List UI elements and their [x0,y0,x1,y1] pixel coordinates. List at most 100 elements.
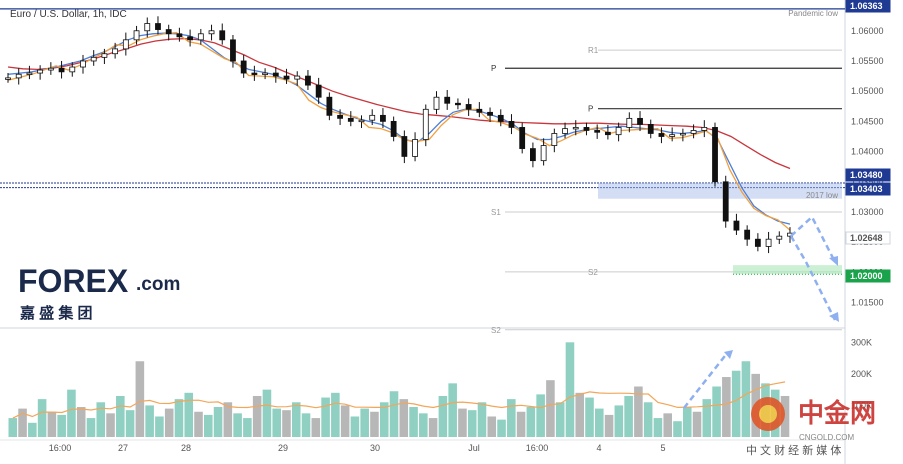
volume-bar [516,411,526,437]
volume-tick-label: 300K [851,337,872,347]
volume-bar [702,399,712,437]
candle-body [519,127,526,149]
candle-body [712,127,718,183]
cngold-slogan: 中 文 财 经 新 媒 体 [746,443,841,457]
candle-body [765,238,772,247]
volume-bar [643,402,653,437]
volume-bar [692,411,702,437]
volume-bar [487,416,497,437]
volume-bar [57,414,66,437]
volume-bar [145,405,154,437]
x-tick-label: Jul [468,443,480,453]
forex-logo-chinese: 嘉 盛 集 团 [19,304,93,322]
candle-body [337,114,343,119]
projection-arrows [789,214,839,322]
price-tag-label: 1.03480 [850,170,883,180]
candle-body [508,120,515,128]
candle-body [37,69,44,74]
volume-bar [379,402,389,437]
candle-body [305,75,311,86]
candlesticks [5,16,793,254]
volume-average-line [12,381,786,419]
volume-bar [780,395,790,437]
zone-2017-low [598,183,842,199]
volume-bar [8,418,18,437]
volume-bar [722,377,731,437]
x-tick-label: 16:00 [526,443,549,453]
projection-path-lower [789,235,837,321]
volume-bar [624,395,633,437]
candle-body [733,220,740,231]
support-zones [598,183,842,275]
x-tick-label: 5 [660,443,665,453]
candle-body [133,30,140,41]
candle-body [187,36,194,41]
volume-bar [321,397,330,437]
zone-1-02000 [733,265,842,275]
volume-bar [497,419,506,437]
y-tick-label: 1.05000 [851,86,884,96]
price-tag-box [845,168,891,182]
price-tag-label: 1.02000 [850,271,883,281]
volume-bar [331,392,340,437]
pivot-label-p: P [491,64,496,73]
candle-body [69,66,76,73]
candle-body [701,127,708,131]
candle-body [465,104,472,110]
candle-body [315,84,322,98]
pivot-label-s2: S2 [588,268,598,277]
candle-body [326,96,333,116]
volume-bar [370,411,379,437]
volume-tick-label: 100K [851,400,872,410]
candle-body [26,72,33,75]
candle-body [433,96,440,110]
candle-body [58,67,65,73]
candle-body [455,102,461,106]
volume-bar [477,402,487,437]
price-tag-label: 1.02648 [850,233,883,243]
candle-body [572,127,579,130]
pivot-label-s1: S1 [491,208,501,217]
candle-body [744,229,751,240]
forex-logo-brand: FOREX [18,263,129,299]
candle-body [47,67,54,71]
volume-bar [546,380,555,437]
candle-body [15,73,22,79]
cngold-name: 中金网 [798,398,876,428]
candle-body [165,29,172,35]
price-tag-box [845,269,891,283]
candle-body [294,75,301,80]
volume-bar [155,416,164,437]
volume-bar [653,418,663,437]
volume-bar [282,410,291,437]
candle-body [615,127,622,136]
price-tag-box [845,231,891,245]
volume-bar [448,383,457,437]
volume-bar [604,414,614,437]
volume-bar [526,407,536,437]
cngold-domain: CNGOLD.COM [799,433,854,442]
volume-bar [585,397,594,437]
volume-bar [174,399,184,437]
volume-bar [301,413,311,437]
x-tick-label: 29 [278,443,288,453]
candle-body [347,117,354,122]
price-tag-label: 1.06363 [850,1,883,11]
candle-body [401,136,408,157]
y-tick-label: 1.05500 [851,56,884,66]
volume-bar [350,416,360,437]
y-tick-label: 1.01500 [851,298,884,308]
volume-bar [194,411,203,437]
candle-body [80,60,86,68]
volume-bar [575,392,585,437]
candle-body [358,119,365,123]
candle-body [197,33,204,41]
volume-bar [360,408,369,437]
candle-body [679,133,686,136]
price-tags: 1.06363 1.03480 1.03403 1.02648 1.02000 [845,0,891,283]
volume-bar [634,386,643,437]
volume-bar [663,413,672,437]
volume-bar [467,410,477,437]
volume-bar [340,405,350,437]
